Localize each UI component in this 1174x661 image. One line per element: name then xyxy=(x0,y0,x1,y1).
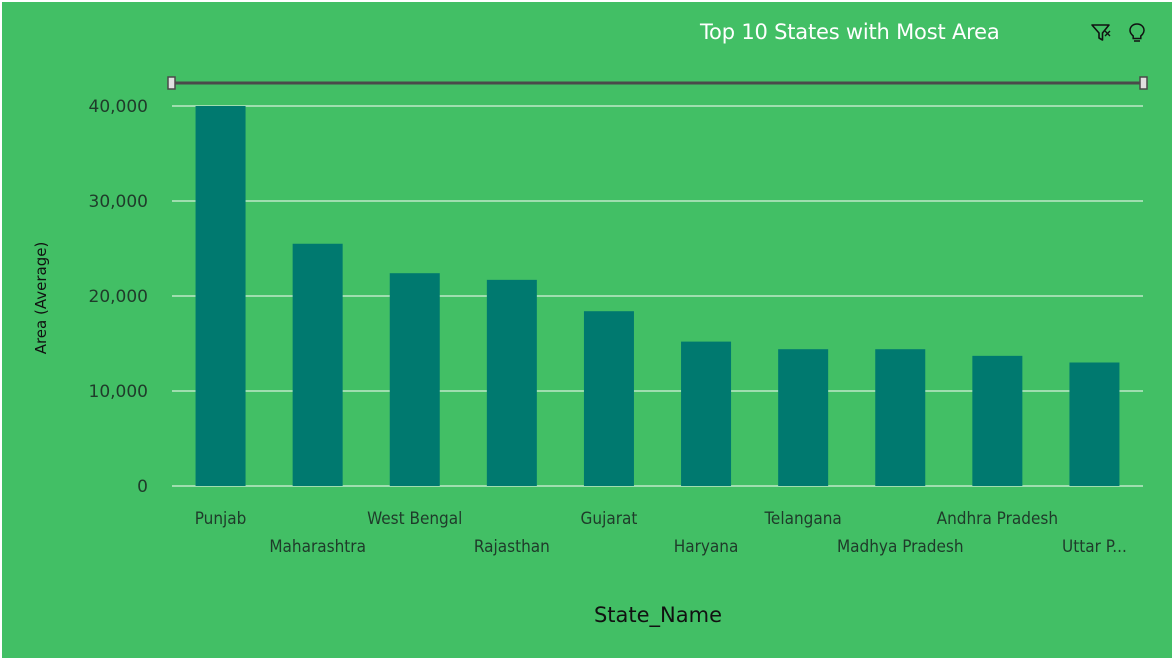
y-tick-label: 0 xyxy=(137,477,148,497)
range-slider-end-handle[interactable] xyxy=(1139,76,1148,90)
bars xyxy=(195,106,1120,487)
x-tick-label: West Bengal xyxy=(367,509,462,529)
x-tick-label: Rajasthan xyxy=(474,537,550,557)
bar-rajasthan[interactable] xyxy=(486,279,537,486)
y-tick-label: 30,000 xyxy=(89,192,148,212)
x-tick-label: Maharashtra xyxy=(269,537,366,557)
x-tick-label: Punjab xyxy=(195,509,247,529)
y-tick-label: 40,000 xyxy=(89,97,148,117)
y-axis-title: Area (Average) xyxy=(32,242,50,355)
x-tick-label: Gujarat xyxy=(581,509,638,529)
x-tick-label: Madhya Pradesh xyxy=(837,537,964,557)
bar-uttar-p[interactable] xyxy=(1069,362,1120,487)
bar-gujarat[interactable] xyxy=(583,311,634,486)
x-tick-label: Uttar P... xyxy=(1062,537,1127,557)
x-tick-label: Telangana xyxy=(763,509,841,529)
bar-punjab[interactable] xyxy=(195,106,246,486)
filter-icon[interactable] xyxy=(1090,22,1112,44)
y-axis-ticks: 0 10,000 20,000 30,000 40,000 xyxy=(89,97,148,497)
bar-west-bengal[interactable] xyxy=(389,273,440,486)
bar-telangana[interactable] xyxy=(778,349,829,486)
x-tick-label: Andhra Pradesh xyxy=(937,509,1058,529)
bar-haryana[interactable] xyxy=(681,341,732,486)
y-tick-label: 20,000 xyxy=(89,287,148,307)
bar-madhya-pradesh[interactable] xyxy=(875,349,926,486)
bar-maharashtra[interactable] xyxy=(292,243,343,486)
chart-title: Top 10 States with Most Area xyxy=(700,20,1000,44)
y-tick-label: 10,000 xyxy=(89,382,148,402)
range-slider[interactable] xyxy=(167,76,1148,90)
x-tick-label: Haryana xyxy=(674,537,739,557)
x-axis-title: State_Name xyxy=(594,603,722,628)
bar-andhra-pradesh[interactable] xyxy=(972,355,1023,486)
lightbulb-icon[interactable] xyxy=(1126,22,1148,44)
range-slider-start-handle[interactable] xyxy=(167,76,176,90)
